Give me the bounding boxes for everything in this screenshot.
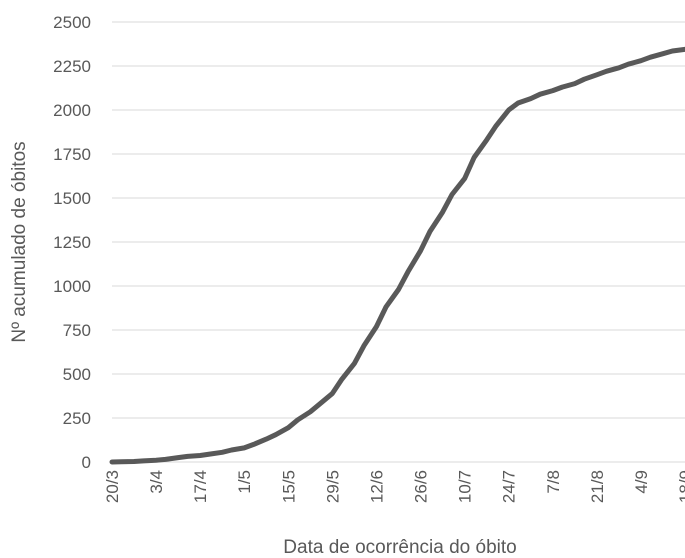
y-tick-label: 1500 [53,189,91,208]
x-tick-label: 26/6 [412,470,431,503]
x-tick-label: 29/5 [323,470,342,503]
x-tick-label: 21/8 [588,470,607,503]
x-tick-label: 10/7 [456,470,475,503]
y-tick-label: 1000 [53,277,91,296]
y-tick-label: 750 [63,321,91,340]
x-tick-label: 12/6 [367,470,386,503]
x-tick-label: 4/9 [632,470,651,494]
gridlines [112,21,685,419]
x-axis-tick-labels: 20/3 3/4 17/4 1/5 15/5 29/5 12/6 26/6 10/7 24/7 7/… [103,470,685,503]
x-tick-label: 18/9 [676,470,685,503]
y-axis-tick-labels: 0 250 500 750 1000 1250 1500 1750 2000 2250 2500 [53,13,91,472]
x-tick-label: 15/5 [279,470,298,503]
x-tick-label: 7/8 [544,470,563,494]
y-tick-label: 2250 [53,57,91,76]
y-tick-label: 2000 [53,101,91,120]
y-tick-label: 1750 [53,145,91,164]
x-tick-label: 3/4 [147,470,166,494]
y-tick-label: 1250 [53,233,91,252]
y-tick-label: 500 [63,365,91,384]
y-tick-label: 2500 [53,13,91,32]
y-tick-label: 0 [82,453,91,472]
x-tick-label: 1/5 [235,470,254,494]
x-tick-label: 24/7 [500,470,519,503]
x-axis-title: Data de ocorrência do óbito [283,537,516,558]
x-tick-label: 17/4 [191,470,210,503]
y-axis-title: Nº acumulado de óbitos [9,141,30,342]
x-tick-label: 20/3 [103,470,122,503]
y-tick-label: 250 [63,409,91,428]
series-line [109,46,685,465]
